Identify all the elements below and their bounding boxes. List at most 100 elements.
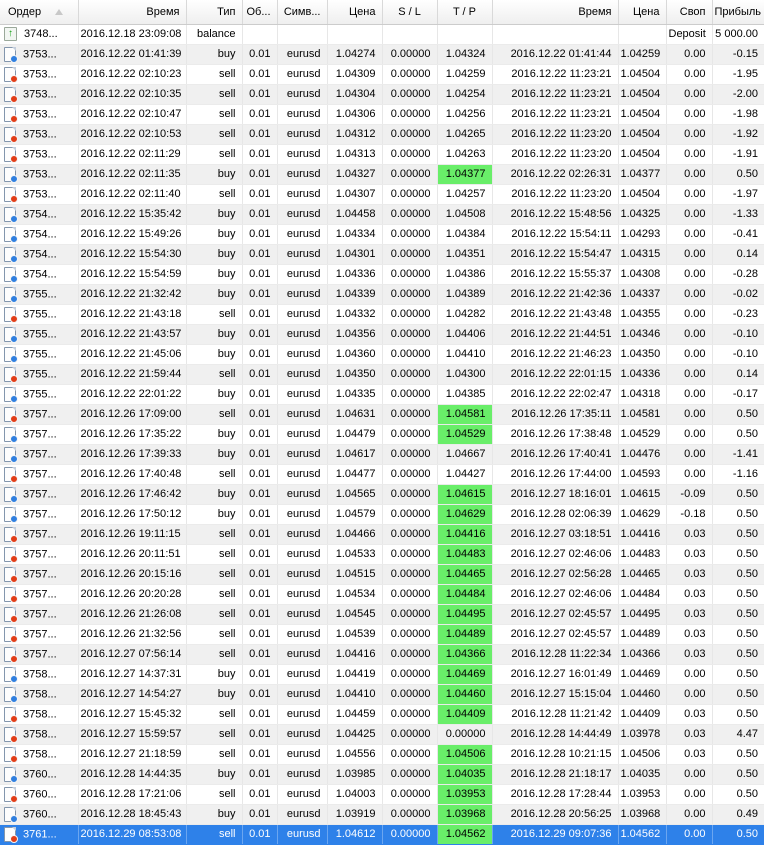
trade-row[interactable]: 3755... 2016.12.22 21:43:18 sell 0.01 eurusd… <box>0 304 764 325</box>
trade-row[interactable]: 3754... 2016.12.22 15:54:59 buy 0.01 eurusd 1… <box>0 264 764 285</box>
cell-open_price: 1.04545 <box>327 604 383 625</box>
cell-type: buy <box>186 684 243 705</box>
cell-volume: 0.01 <box>242 524 278 545</box>
column-header-tp[interactable]: T / P <box>437 0 493 25</box>
column-header-close_time[interactable]: Время <box>492 0 619 25</box>
cell-symbol: eurusd <box>277 244 328 265</box>
trade-row[interactable]: 3760... 2016.12.28 14:44:35 buy 0.01 eurusd 1… <box>0 764 764 785</box>
cell-symbol: eurusd <box>277 444 328 465</box>
trade-row[interactable]: 3753... 2016.12.22 01:41:39 buy 0.01 eurusd 1… <box>0 44 764 65</box>
trade-row[interactable]: 3755... 2016.12.22 22:01:22 buy 0.01 eurusd 1… <box>0 384 764 405</box>
trade-row[interactable]: 3754... 2016.12.22 15:49:26 buy 0.01 eurusd 1… <box>0 224 764 245</box>
cell-open_time: 2016.12.22 15:35:42 <box>78 204 187 225</box>
cell-profit: 0.50 <box>712 784 764 805</box>
column-header-symbol[interactable]: Симв... <box>277 0 328 25</box>
cell-tp: 1.04259 <box>437 64 493 85</box>
trade-row[interactable]: 3757... 2016.12.26 17:40:48 sell 0.01 eurusd… <box>0 464 764 485</box>
trade-row[interactable]: 3757... 2016.12.26 17:35:22 buy 0.01 eurusd 1… <box>0 424 764 445</box>
trade-row[interactable]: 3755... 2016.12.22 21:43:57 buy 0.01 eurusd 1… <box>0 324 764 345</box>
order-number: 3758... <box>23 707 57 720</box>
trade-row[interactable]: 3758... 2016.12.27 14:54:27 buy 0.01 eurusd 1… <box>0 684 764 705</box>
column-header-close_price[interactable]: Цена <box>618 0 667 25</box>
cell-symbol: eurusd <box>277 264 328 285</box>
cell-open_price: 1.04410 <box>327 684 383 705</box>
trade-row[interactable]: 3757... 2016.12.26 17:39:33 buy 0.01 eurusd 1… <box>0 444 764 465</box>
cell-symbol: eurusd <box>277 324 328 345</box>
cell-close_time: 2016.12.28 02:06:39 <box>492 504 619 525</box>
column-header-volume[interactable]: Об... <box>242 0 278 25</box>
column-header-profit[interactable]: Прибыль <box>712 0 764 25</box>
cell-volume: 0.01 <box>242 764 278 785</box>
trade-row[interactable]: 3760... 2016.12.28 17:21:06 sell 0.01 eurusd… <box>0 784 764 805</box>
column-header-swap[interactable]: Своп <box>666 0 713 25</box>
trade-row[interactable]: 3757... 2016.12.26 17:09:00 sell 0.01 eurusd… <box>0 404 764 425</box>
sort-ascending-icon <box>55 8 64 15</box>
trade-row[interactable]: 3760... 2016.12.28 18:45:43 buy 0.01 eurusd 1… <box>0 804 764 825</box>
order-number: 3757... <box>23 447 57 460</box>
cell-volume: 0.01 <box>242 724 278 745</box>
trade-row[interactable]: 3758... 2016.12.27 14:37:31 buy 0.01 eurusd 1… <box>0 664 764 685</box>
cell-close_time: 2016.12.27 15:15:04 <box>492 684 619 705</box>
order-number: 3757... <box>23 547 57 560</box>
cell-order: 3760... <box>0 804 79 825</box>
trade-row[interactable]: 3761... 2016.12.29 08:53:08 sell 0.01 eurusd… <box>0 824 764 845</box>
cell-profit: 5 000.00 <box>712 24 764 45</box>
cell-type: sell <box>186 544 243 565</box>
trade-row[interactable]: 3753... 2016.12.22 02:10:23 sell 0.01 eurusd… <box>0 64 764 85</box>
column-header-order[interactable]: Ордер <box>0 0 79 25</box>
balance-row[interactable]: ↑ 3748... 2016.12.18 23:09:08 balance Deposi… <box>0 24 764 45</box>
cell-open_price: 1.04301 <box>327 244 383 265</box>
cell-type: buy <box>186 484 243 505</box>
trade-row[interactable]: 3755... 2016.12.22 21:59:44 sell 0.01 eurusd… <box>0 364 764 385</box>
trade-row[interactable]: 3753... 2016.12.22 02:10:47 sell 0.01 eurusd… <box>0 104 764 125</box>
trade-row[interactable]: 3753... 2016.12.22 02:11:40 sell 0.01 eurusd… <box>0 184 764 205</box>
trade-row[interactable]: 3757... 2016.12.26 20:15:16 sell 0.01 eurusd… <box>0 564 764 585</box>
trade-row[interactable]: 3758... 2016.12.27 15:59:57 sell 0.01 eurusd… <box>0 724 764 745</box>
cell-close_time: 2016.12.22 21:44:51 <box>492 324 619 345</box>
cell-volume: 0.01 <box>242 544 278 565</box>
sell-order-icon <box>4 646 18 663</box>
cell-volume: 0.01 <box>242 84 278 105</box>
cell-open_time: 2016.12.26 21:32:56 <box>78 624 187 645</box>
trade-row[interactable]: 3753... 2016.12.22 02:10:53 sell 0.01 eurusd… <box>0 124 764 145</box>
cell-sl: 0.00000 <box>382 64 438 85</box>
trade-row[interactable]: 3757... 2016.12.26 21:32:56 sell 0.01 eurusd… <box>0 624 764 645</box>
cell-type: sell <box>186 364 243 385</box>
cell-open_time: 2016.12.22 21:32:42 <box>78 284 187 305</box>
cell-sl: 0.00000 <box>382 204 438 225</box>
trade-row[interactable]: 3753... 2016.12.22 02:10:35 sell 0.01 eurusd… <box>0 84 764 105</box>
trade-row[interactable]: 3754... 2016.12.22 15:54:30 buy 0.01 eurusd 1… <box>0 244 764 265</box>
cell-close_price: 1.04465 <box>618 564 667 585</box>
column-header-type[interactable]: Тип <box>186 0 243 25</box>
cell-profit: 0.50 <box>712 764 764 785</box>
order-number: 3754... <box>23 207 57 220</box>
column-header-sl[interactable]: S / L <box>382 0 438 25</box>
cell-swap: 0.00 <box>666 164 713 185</box>
trade-row[interactable]: 3757... 2016.12.26 17:50:12 buy 0.01 eurusd 1… <box>0 504 764 525</box>
trade-row[interactable]: 3754... 2016.12.22 15:35:42 buy 0.01 eurusd 1… <box>0 204 764 225</box>
cell-close_price: 1.04409 <box>618 704 667 725</box>
cell-type: sell <box>186 184 243 205</box>
trade-row[interactable]: 3753... 2016.12.22 02:11:29 sell 0.01 eurusd… <box>0 144 764 165</box>
cell-close_time: 2016.12.22 22:01:15 <box>492 364 619 385</box>
cell-tp: 1.04384 <box>437 224 493 245</box>
buy-order-icon <box>4 246 18 263</box>
trade-row[interactable]: 3757... 2016.12.27 07:56:14 sell 0.01 eurusd… <box>0 644 764 665</box>
trade-row[interactable]: 3757... 2016.12.26 19:11:15 sell 0.01 eurusd… <box>0 524 764 545</box>
cell-volume: 0.01 <box>242 404 278 425</box>
cell-tp: 1.04256 <box>437 104 493 125</box>
trade-row[interactable]: 3755... 2016.12.22 21:32:42 buy 0.01 eurusd 1… <box>0 284 764 305</box>
column-header-open_price[interactable]: Цена <box>327 0 383 25</box>
column-header-open_time[interactable]: Время <box>78 0 187 25</box>
trade-row[interactable]: 3757... 2016.12.26 17:46:42 buy 0.01 eurusd 1… <box>0 484 764 505</box>
cell-type: sell <box>186 464 243 485</box>
trade-row[interactable]: 3758... 2016.12.27 15:45:32 sell 0.01 eurusd… <box>0 704 764 725</box>
trade-row[interactable]: 3753... 2016.12.22 02:11:35 buy 0.01 eurusd 1… <box>0 164 764 185</box>
trade-row[interactable]: 3757... 2016.12.26 20:11:51 sell 0.01 eurusd… <box>0 544 764 565</box>
cell-close_price <box>618 24 667 45</box>
trade-row[interactable]: 3757... 2016.12.26 21:26:08 sell 0.01 eurusd… <box>0 604 764 625</box>
trade-row[interactable]: 3755... 2016.12.22 21:45:06 buy 0.01 eurusd 1… <box>0 344 764 365</box>
cell-volume: 0.01 <box>242 424 278 445</box>
trade-row[interactable]: 3757... 2016.12.26 20:20:28 sell 0.01 eurusd… <box>0 584 764 605</box>
trade-row[interactable]: 3758... 2016.12.27 21:18:59 sell 0.01 eurusd… <box>0 744 764 765</box>
